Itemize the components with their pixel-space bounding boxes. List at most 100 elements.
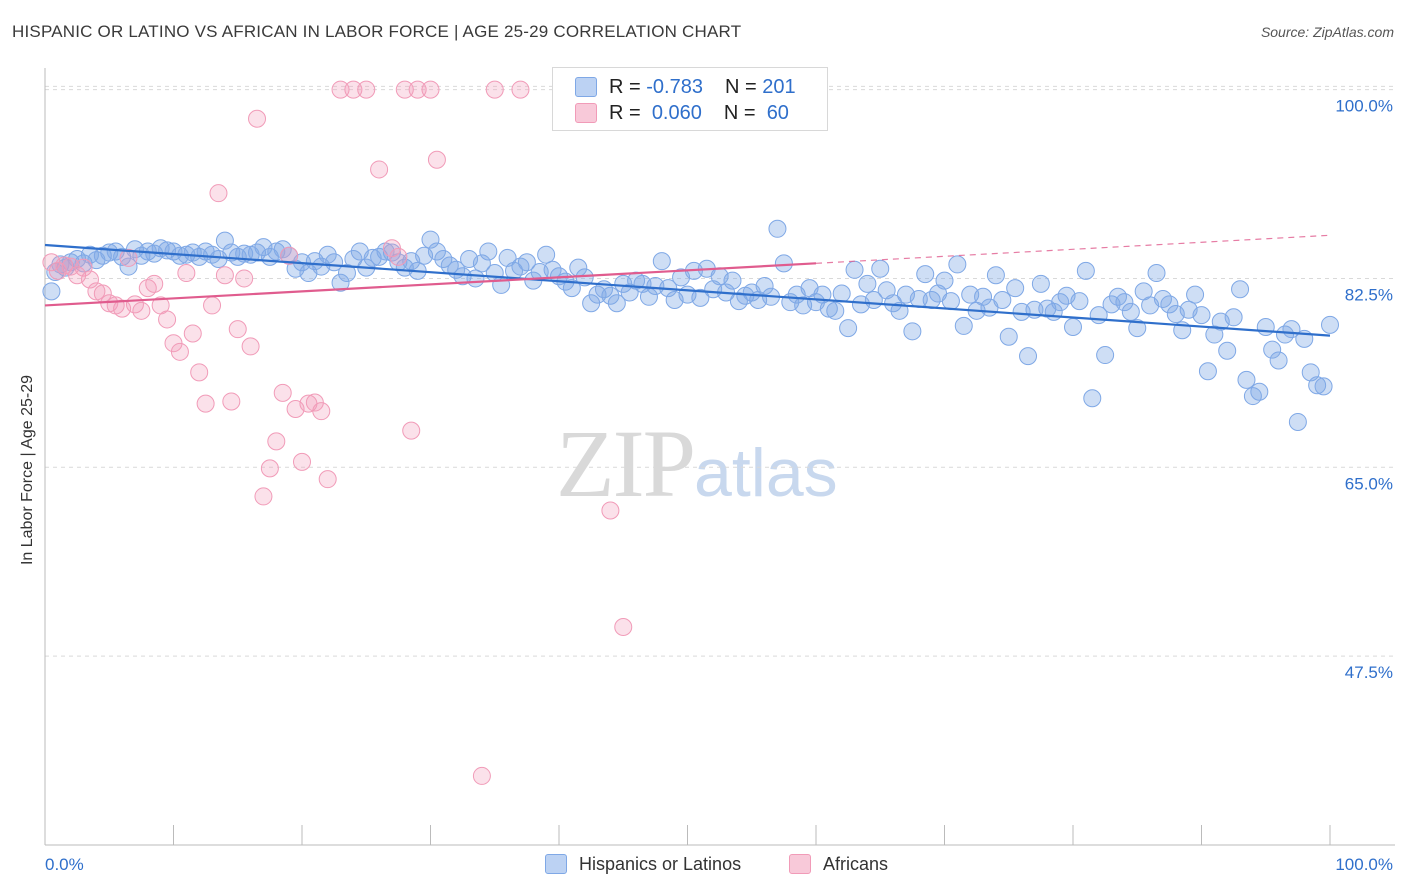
hispanic-point [1288,412,1307,431]
african-point [370,160,389,179]
hispanic-trend-line [44,243,1331,337]
hispanic-point [986,266,1005,285]
african-point [344,80,363,99]
hispanic-point [948,255,967,274]
african-trend-extension [815,234,1331,264]
watermark-zip: ZIP [556,410,696,517]
hispanic-point [601,286,620,305]
legend-row-hispanic: R = -0.783 N = 201 [575,75,796,99]
african-point [215,266,234,285]
hispanic-point [1096,346,1115,365]
hispanic-point [1083,389,1102,408]
hispanic-point [1076,261,1095,280]
x-tick-label: 0.0% [45,855,84,874]
hispanic-point [845,260,864,279]
hispanic-point [427,242,446,261]
hispanic-point [607,294,626,313]
legend-swatch-hispanic [575,77,597,97]
hispanic-point [517,253,536,272]
hispanic-point [434,250,453,269]
hispanic-point [871,259,890,278]
african-point [80,270,99,289]
hispanic-point [826,301,845,320]
hispanic-point [492,275,511,294]
bottom-legend-african: Africans [789,852,888,876]
african-point [183,324,202,343]
hispanic-point [1321,315,1339,334]
hispanic-point [832,284,851,303]
african-trend-line [44,262,817,307]
african-point [267,432,286,451]
hispanic-point [1231,280,1250,299]
african-point [203,296,222,315]
african-point [601,501,620,520]
african-point [254,487,273,506]
african-point [74,258,93,277]
hispanic-point [421,230,440,249]
hispanic-point [941,292,960,311]
african-point [170,342,189,361]
source-label: Source: ZipAtlas.com [1260,24,1394,40]
hispanic-point [839,319,858,338]
hispanic-point [1308,376,1327,395]
african-point [87,282,106,301]
hispanic-point [1128,319,1147,338]
hispanic-point [916,265,935,284]
african-point [273,383,292,402]
hispanic-point [1031,274,1050,293]
legend-n-label: N = [724,75,757,98]
african-point [260,459,279,478]
african-point [132,301,151,320]
african-point [190,363,209,382]
hispanic-point [479,242,498,261]
hispanic-point [1064,318,1082,336]
hispanic-point [1237,370,1256,389]
hispanic-point [755,276,774,295]
african-point [318,470,337,489]
hispanic-point [472,254,491,273]
african-point [55,256,74,275]
african-point [222,392,241,411]
african-point [145,274,164,293]
hispanic-point [42,282,61,301]
african-point [119,248,138,267]
legend-r-label: R = [609,75,641,98]
correlation-legend: R = -0.783 N = 201 R = 0.060 N = 60 [552,67,828,131]
hispanic-point [215,231,234,250]
african-point [511,80,530,99]
legend-n-value-african: 60 [766,101,789,124]
african-point [421,80,440,99]
african-point [472,766,491,785]
hispanic-point [1250,382,1269,401]
hispanic-point [935,271,954,290]
hispanic-point [466,269,485,288]
bottom-legend-swatch-hispanic [545,854,567,874]
hispanic-point [768,219,787,238]
african-point [485,80,504,99]
african-point [248,109,267,128]
hispanic-point [858,274,877,293]
african-point [427,150,446,169]
hispanic-point [1121,302,1140,321]
bottom-legend-label-african: Africans [823,853,889,874]
african-point [158,310,177,329]
hispanic-point [1160,295,1179,314]
bottom-legend-label-hispanic: Hispanics or Latinos [579,853,742,874]
legend-r-value-african: 0.060 [651,101,702,124]
chart-title: HISPANIC OR LATINO VS AFRICAN IN LABOR F… [12,22,742,41]
african-point [241,337,260,356]
hispanic-point [620,283,639,302]
african-point [312,402,331,421]
legend-n-value-hispanic: 201 [762,75,796,98]
hispanic-point [1006,279,1025,298]
legend-swatch-african [575,103,597,123]
hispanic-point [1070,292,1089,311]
african-point [389,247,408,266]
hispanic-point [1256,318,1275,336]
african-point [209,184,228,203]
hispanic-point [903,322,922,341]
african-point [280,246,299,265]
y-tick-label: 100.0% [1335,97,1393,116]
hispanic-point [562,279,581,298]
